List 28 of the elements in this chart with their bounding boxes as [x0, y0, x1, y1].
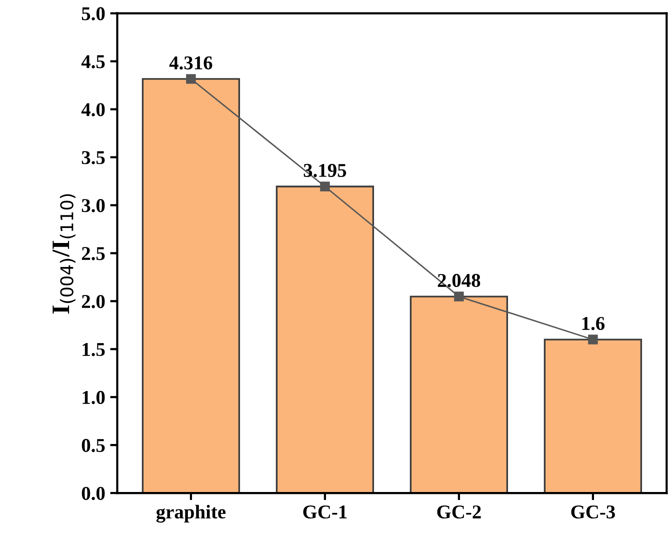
x-tick-label: GC-3	[571, 505, 615, 519]
point	[454, 292, 464, 302]
data-label: 4.316	[169, 56, 212, 70]
bar	[410, 296, 508, 494]
y-tick-label: 4.0	[81, 103, 105, 116]
bar	[544, 338, 642, 494]
y-tick-label: 1.5	[82, 343, 105, 356]
y-tick-label: 2.0	[82, 294, 105, 308]
data-label: 1.6	[582, 316, 605, 330]
x-tick-label: GC-2	[437, 505, 481, 519]
x-tick-label: graphite	[156, 504, 226, 523]
y-tick-label: 0.5	[82, 438, 105, 452]
point	[320, 182, 330, 192]
y-tick-label: 5.0	[82, 7, 105, 20]
y-tick-label: 0.0	[82, 486, 105, 500]
y-axis-title: I$_{(004)}$/I$_{(110)}$	[52, 194, 76, 314]
data-label: 2.048	[438, 274, 480, 288]
y-tick-label: 3.5	[82, 151, 105, 164]
y-tick-label: 3.0	[82, 199, 105, 212]
data-label: 3.195	[304, 164, 346, 178]
bar	[142, 78, 240, 494]
y-tick-label: 1.0	[82, 390, 105, 404]
x-tick-label: GC-1	[303, 505, 347, 519]
point	[186, 74, 196, 84]
y-tick-label: 4.5	[81, 55, 105, 68]
y-tick-label: 2.5	[82, 247, 105, 260]
bar	[276, 186, 374, 494]
point	[588, 334, 598, 344]
